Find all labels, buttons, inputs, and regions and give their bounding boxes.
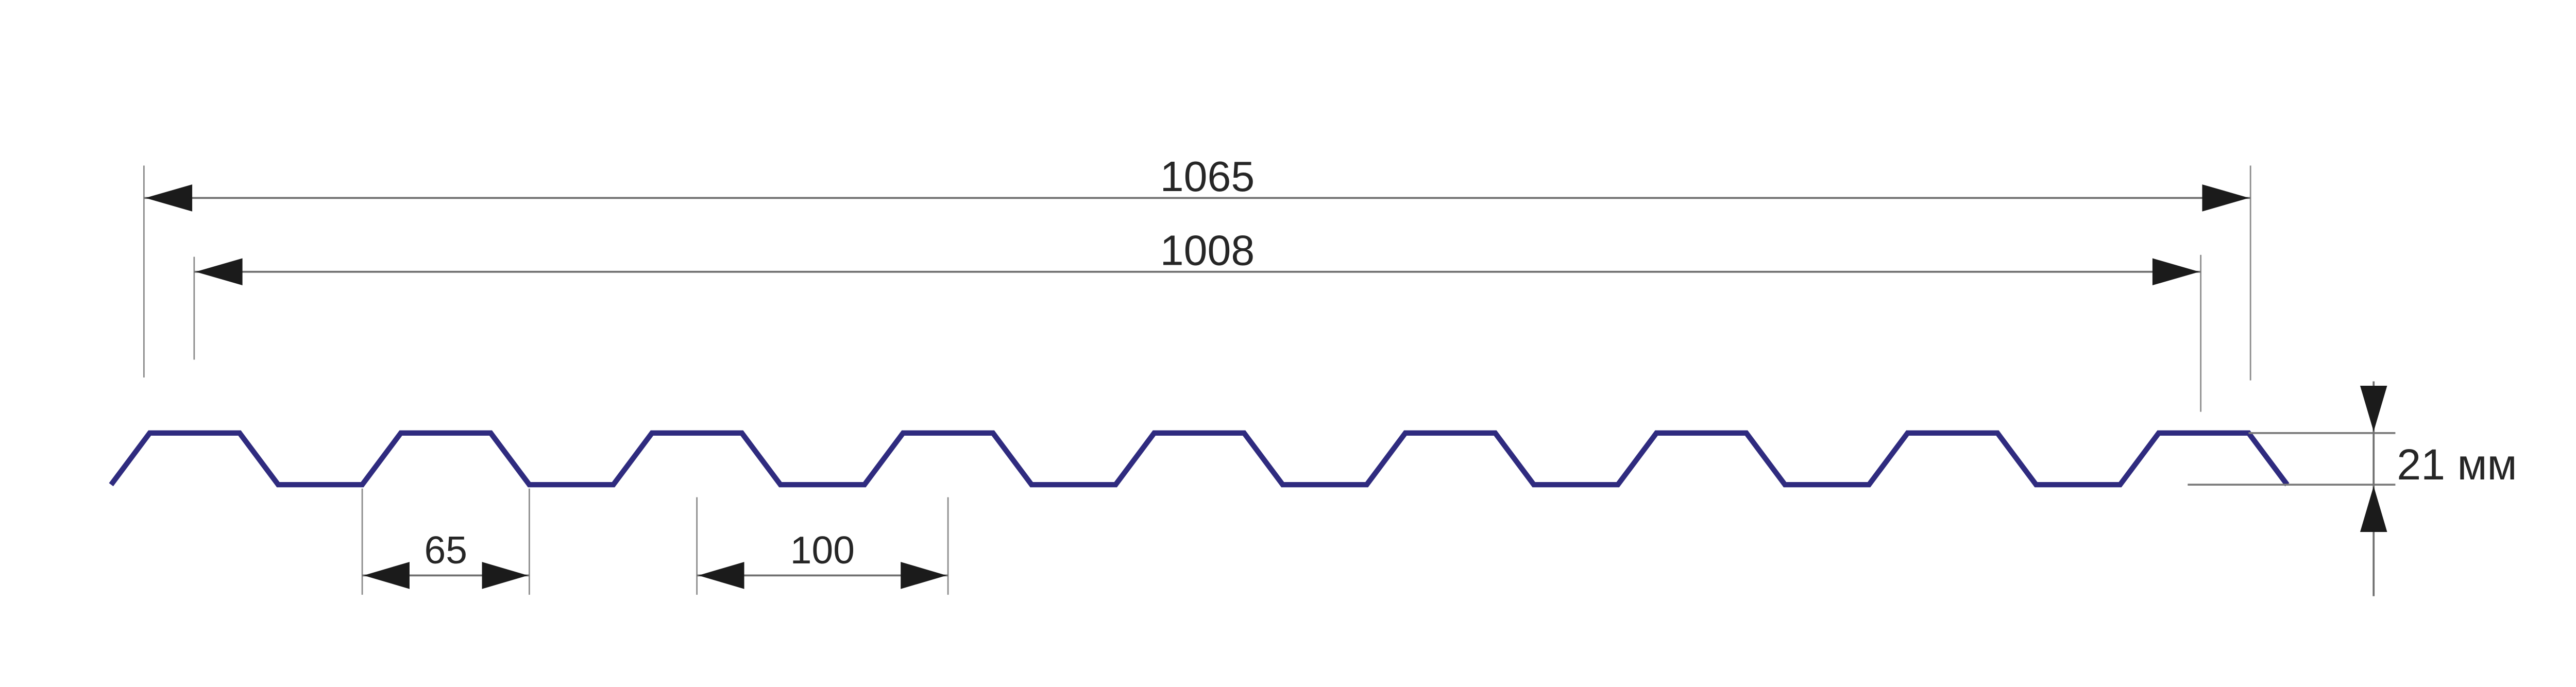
pitch-arrow-left-icon [698, 562, 744, 589]
overall-width-label: 1065 [1160, 153, 1255, 200]
dimension-height: 21 мм [2188, 381, 2517, 596]
pitch-label: 100 [790, 528, 855, 572]
overall-width-arrow-right-icon [2202, 184, 2249, 212]
useful-width-label: 1008 [1160, 227, 1255, 274]
profile-diagram-canvas: 1065 1008 65 100 21 мм [109, 153, 2517, 596]
useful-width-arrow-left-icon [195, 258, 243, 285]
dimension-pitch: 100 [696, 497, 949, 595]
dimension-useful-width: 1008 [193, 227, 2202, 412]
rib-base-arrow-left-icon [363, 562, 410, 589]
sheet-profile-outline [109, 430, 2290, 488]
rib-base-arrow-right-icon [482, 562, 528, 589]
height-arrow-down-icon [2360, 385, 2387, 432]
height-arrow-up-icon [2360, 486, 2387, 532]
rib-base-label: 65 [425, 528, 467, 572]
overall-width-arrow-left-icon [145, 184, 193, 212]
dimension-rib-base-width: 65 [361, 488, 530, 595]
height-label: 21 мм [2397, 440, 2517, 489]
useful-width-arrow-right-icon [2152, 258, 2199, 285]
dimension-overall-width: 1065 [143, 153, 2251, 381]
pitch-arrow-right-icon [901, 562, 947, 589]
profile-sheet-drawing: 1065 1008 65 100 21 мм [109, 153, 2517, 596]
